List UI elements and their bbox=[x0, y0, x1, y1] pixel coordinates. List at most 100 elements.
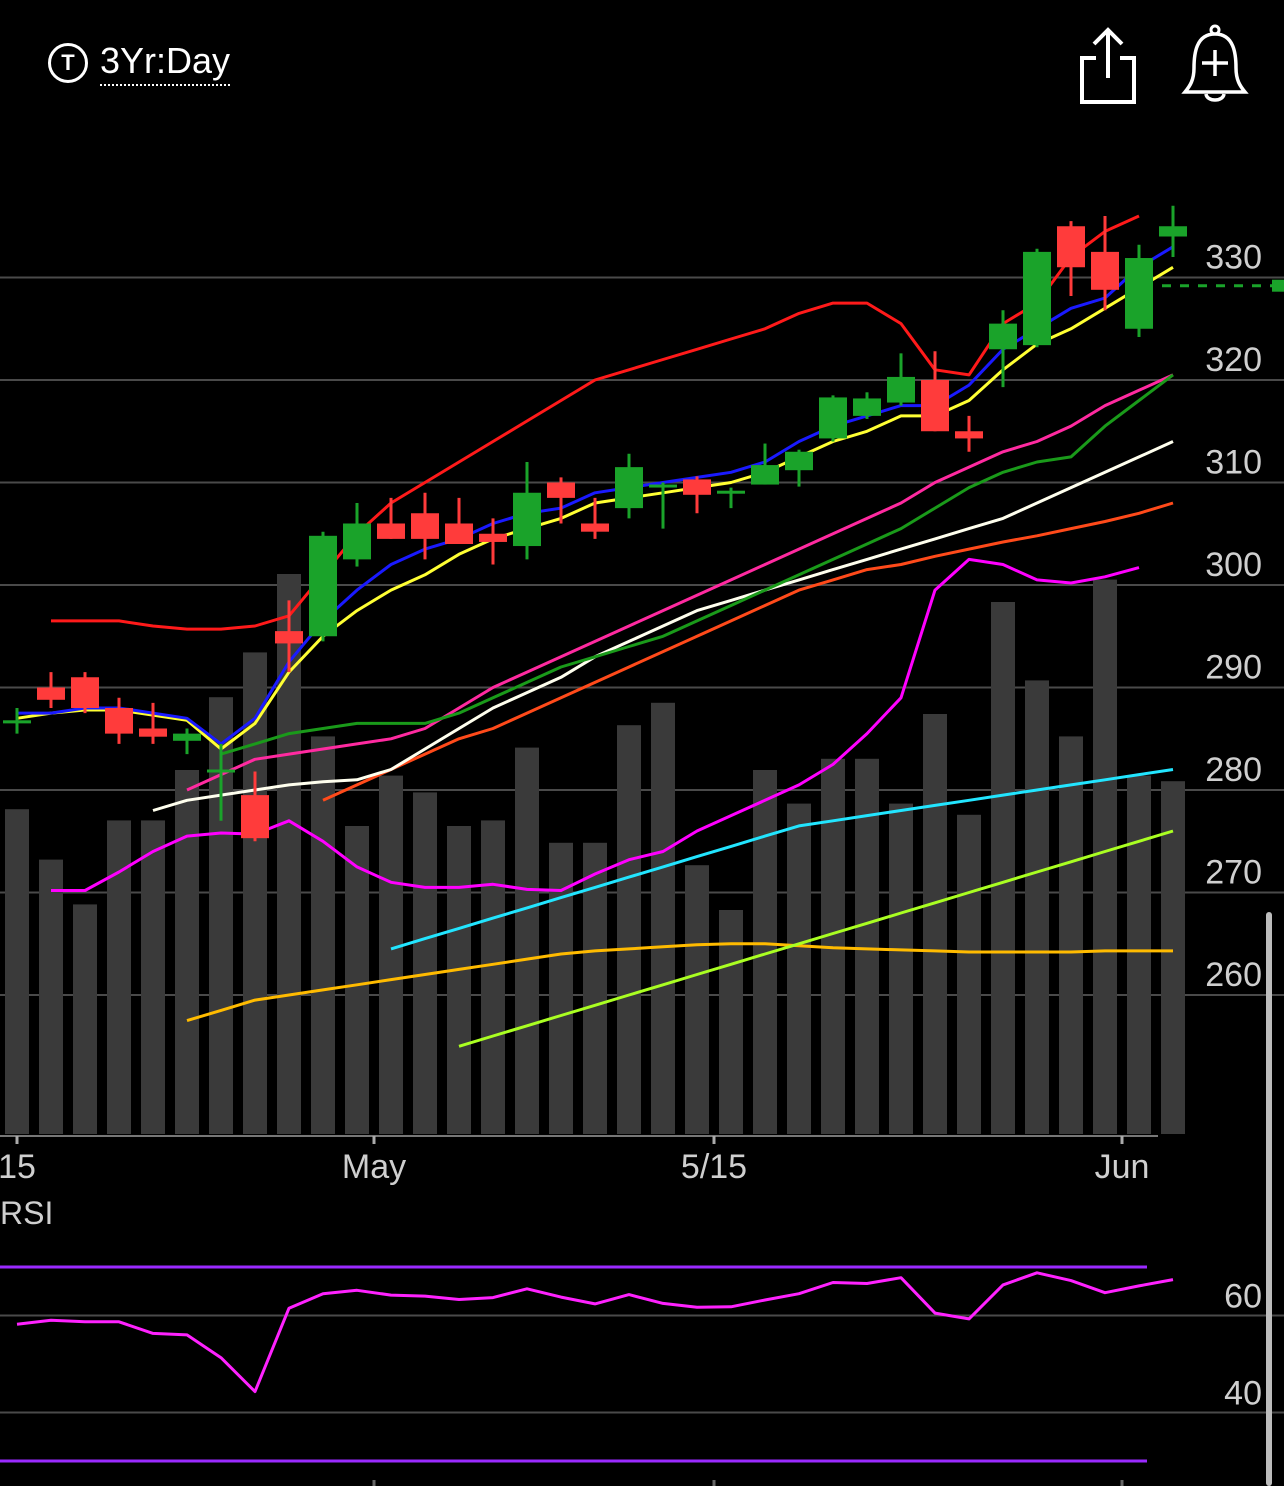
candle-down bbox=[547, 482, 575, 498]
volume-bar bbox=[39, 859, 63, 1134]
volume-bar bbox=[481, 820, 505, 1134]
volume-bar bbox=[617, 725, 641, 1134]
bell-plus-icon bbox=[1181, 24, 1249, 102]
candle-down bbox=[105, 708, 133, 734]
volume-bar bbox=[311, 736, 335, 1134]
candle-up bbox=[819, 397, 847, 439]
candle-up bbox=[615, 467, 643, 509]
candle-up bbox=[751, 465, 779, 485]
share-button[interactable] bbox=[1076, 26, 1140, 106]
candle-down bbox=[581, 523, 609, 532]
candle-up bbox=[853, 398, 881, 416]
bollinger-upper-line bbox=[51, 214, 1140, 631]
candle-down bbox=[71, 677, 99, 708]
volume-bar bbox=[5, 809, 29, 1134]
indicator-lines bbox=[16, 214, 1284, 1048]
date-tick-label: 15 bbox=[0, 1148, 36, 1186]
volume-bar bbox=[651, 702, 675, 1134]
candle-down bbox=[479, 533, 507, 542]
candle-down bbox=[1091, 251, 1119, 290]
share-icon bbox=[1080, 27, 1136, 104]
candle-up bbox=[1159, 226, 1187, 237]
sma-green-line bbox=[220, 373, 1174, 756]
candle-down bbox=[275, 631, 303, 644]
candle-up bbox=[309, 535, 337, 637]
candle-up bbox=[207, 769, 235, 773]
rsi-tick-label: 60 bbox=[1224, 1278, 1262, 1316]
volume-bar bbox=[1093, 579, 1117, 1134]
volume-bar bbox=[1059, 736, 1083, 1134]
candle-up bbox=[785, 451, 813, 471]
candle-down bbox=[683, 479, 711, 495]
sma-cyan-line bbox=[390, 768, 1174, 951]
date-tick-label: Jun bbox=[1095, 1148, 1150, 1186]
price-tick-label: 330 bbox=[1205, 239, 1262, 277]
candle-up bbox=[343, 523, 371, 560]
volume-bar bbox=[1127, 775, 1151, 1134]
candle-down bbox=[955, 431, 983, 439]
candle-up bbox=[989, 323, 1017, 350]
ema-orange-line bbox=[322, 501, 1174, 802]
range-selector[interactable]: T 3Yr:Day bbox=[48, 40, 231, 86]
add-alert-button[interactable] bbox=[1180, 24, 1250, 104]
volume-bar bbox=[685, 865, 709, 1134]
price-tick-label: 280 bbox=[1205, 751, 1262, 789]
candle-down bbox=[1057, 226, 1085, 268]
volume-bar bbox=[141, 820, 165, 1134]
volume-bar bbox=[515, 747, 539, 1134]
candle-down bbox=[37, 687, 65, 700]
volume-bar bbox=[379, 775, 403, 1134]
rsi-panel: RSI 60 40 bbox=[0, 1195, 1284, 1486]
candle-down bbox=[377, 523, 405, 539]
rsi-tick-label: 40 bbox=[1224, 1375, 1262, 1413]
candle-up bbox=[173, 733, 201, 741]
candle-down bbox=[139, 728, 167, 737]
scrollbar[interactable] bbox=[1266, 912, 1272, 1486]
price-tick-label: 270 bbox=[1205, 854, 1262, 892]
date-tick-label: May bbox=[342, 1148, 406, 1186]
volume-bars bbox=[5, 574, 1185, 1134]
volume-bar bbox=[957, 814, 981, 1134]
price-tick-label: 310 bbox=[1205, 444, 1262, 482]
candle-up bbox=[513, 492, 541, 547]
date-tick-label: 5/15 bbox=[681, 1148, 747, 1186]
candle-up bbox=[887, 376, 915, 403]
candle-down bbox=[241, 795, 269, 839]
price-tick-label: 300 bbox=[1205, 546, 1262, 584]
volume-bar bbox=[1161, 781, 1185, 1134]
axis-labels: 330 320 310 300 290 280 270 260 15 May 5/15 Jun bbox=[0, 239, 1262, 1187]
candle-up bbox=[649, 484, 677, 488]
candlesticks bbox=[3, 205, 1187, 842]
sma-lime-line bbox=[458, 829, 1174, 1048]
volume-bar bbox=[889, 803, 913, 1134]
last-price-marker bbox=[1272, 279, 1284, 292]
volume-bar bbox=[413, 792, 437, 1134]
volume-bar bbox=[787, 803, 811, 1134]
volume-bar bbox=[923, 714, 947, 1134]
price-tick-label: 320 bbox=[1205, 341, 1262, 379]
candle-up bbox=[717, 490, 745, 494]
candle-down bbox=[411, 513, 439, 539]
volume-bar bbox=[855, 758, 879, 1134]
volume-bar bbox=[1025, 680, 1049, 1134]
candle-up bbox=[1125, 258, 1153, 329]
timezone-icon: T bbox=[48, 43, 88, 83]
ema-pink-line bbox=[186, 373, 1174, 792]
price-tick-label: 290 bbox=[1205, 649, 1262, 687]
candle-up bbox=[1023, 251, 1051, 346]
rsi-label: RSI bbox=[0, 1195, 53, 1231]
volume-bar bbox=[447, 826, 471, 1134]
bollinger-lower-line bbox=[51, 557, 1140, 892]
volume-bar bbox=[73, 904, 97, 1134]
ema-blue-line bbox=[17, 245, 1174, 746]
rsi-line bbox=[16, 1271, 1174, 1394]
candle-down bbox=[445, 523, 473, 544]
chart-toolbar: T 3Yr:Day bbox=[0, 0, 1284, 120]
candle-up bbox=[3, 720, 31, 724]
volume-bar bbox=[175, 770, 199, 1134]
range-label: 3Yr:Day bbox=[100, 40, 231, 86]
volume-bar bbox=[719, 910, 743, 1134]
volume-bar bbox=[243, 652, 267, 1134]
volume-bar bbox=[345, 826, 369, 1134]
